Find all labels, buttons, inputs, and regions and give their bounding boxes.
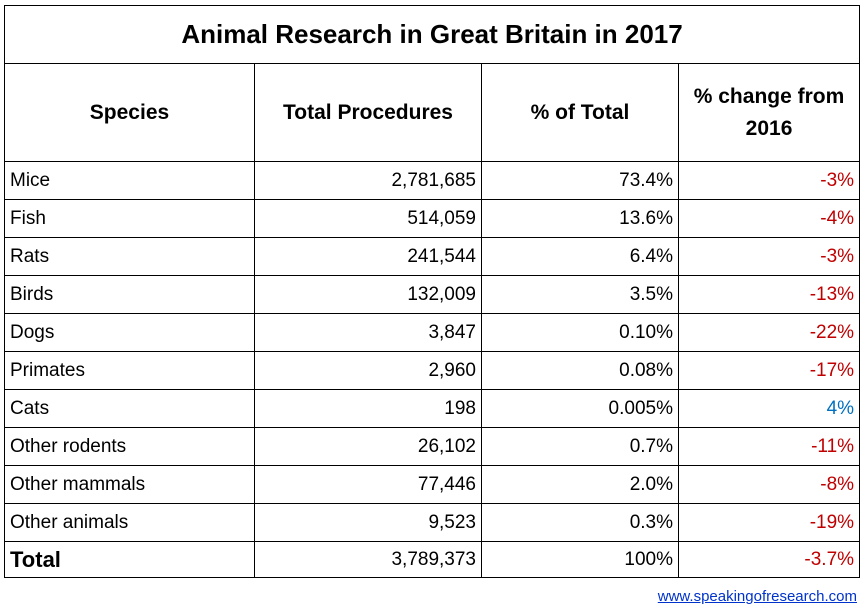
value-cell: 0.7% <box>481 427 679 466</box>
species-cell: Dogs <box>4 313 255 352</box>
value-cell: 26,102 <box>254 427 482 466</box>
value-cell: 514,059 <box>254 199 482 238</box>
value-cell: 9,523 <box>254 503 482 542</box>
value-cell: 132,009 <box>254 275 482 314</box>
value-cell: -22% <box>677 313 861 352</box>
header-row: Species Total Procedures% of Total% chang… <box>4 63 861 162</box>
value-cell: 6.4% <box>481 237 679 276</box>
value-cell: 4% <box>677 389 861 428</box>
table-row: Other rodents 26,102 0.7% -11% <box>4 427 861 466</box>
table-title: Animal Research in Great Britain in 2017 <box>3 5 861 64</box>
species-cell: Primates <box>4 351 255 390</box>
value-cell: 0.08% <box>481 351 679 390</box>
value-cell: 198 <box>254 389 482 428</box>
table-row: Dogs 3,847 0.10% -22% <box>4 313 861 352</box>
header-cell: % change from 2016 <box>677 63 861 162</box>
table-row: Primates 2,960 0.08% -17% <box>4 351 861 390</box>
value-cell: 3,789,373 <box>254 541 482 578</box>
value-cell: 2,960 <box>254 351 482 390</box>
value-cell: 3.5% <box>481 275 679 314</box>
header-cell: Total Procedures <box>254 63 482 162</box>
value-cell: 2,781,685 <box>254 161 482 200</box>
table-row: Birds 132,009 3.5% -13% <box>4 275 861 314</box>
source-link[interactable]: www.speakingofresearch.com <box>657 588 857 605</box>
value-cell: 3,847 <box>254 313 482 352</box>
table-row: Cats 198 0.005% 4% <box>4 389 861 428</box>
value-cell: 13.6% <box>481 199 679 238</box>
value-cell: -8% <box>677 465 861 504</box>
value-cell: -19% <box>677 503 861 542</box>
value-cell: -11% <box>677 427 861 466</box>
table-row: Other mammals 77,446 2.0% -8% <box>4 465 861 504</box>
data-table: Animal Research in Great Britain in 2017… <box>3 5 861 578</box>
table-row: Mice 2,781,685 73.4% -3% <box>4 161 861 200</box>
total-row: Total 3,789,373 100% -3.7% <box>4 541 861 578</box>
species-cell: Total <box>4 541 255 578</box>
species-cell: Cats <box>4 389 255 428</box>
table-body: Animal Research in Great Britain in 2017… <box>3 5 861 578</box>
species-cell: Fish <box>4 199 255 238</box>
value-cell: 100% <box>481 541 679 578</box>
species-cell: Other rodents <box>4 427 255 466</box>
value-cell: -13% <box>677 275 861 314</box>
species-cell: Other mammals <box>4 465 255 504</box>
header-cell: Species <box>4 63 255 162</box>
table-row: Rats 241,544 6.4% -3% <box>4 237 861 276</box>
value-cell: 0.10% <box>481 313 679 352</box>
value-cell: -3.7% <box>677 541 861 578</box>
value-cell: 2.0% <box>481 465 679 504</box>
value-cell: 77,446 <box>254 465 482 504</box>
value-cell: 241,544 <box>254 237 482 276</box>
title-row: Animal Research in Great Britain in 2017 <box>3 5 861 64</box>
species-cell: Rats <box>4 237 255 276</box>
species-cell: Other animals <box>4 503 255 542</box>
value-cell: 73.4% <box>481 161 679 200</box>
table-row: Fish 514,059 13.6% -4% <box>4 199 861 238</box>
value-cell: -3% <box>677 237 861 276</box>
value-cell: -17% <box>677 351 861 390</box>
value-cell: 0.005% <box>481 389 679 428</box>
value-cell: -3% <box>677 161 861 200</box>
species-cell: Mice <box>4 161 255 200</box>
value-cell: 0.3% <box>481 503 679 542</box>
value-cell: -4% <box>677 199 861 238</box>
header-cell: % of Total <box>481 63 679 162</box>
species-cell: Birds <box>4 275 255 314</box>
table-row: Other animals 9,523 0.3% -19% <box>4 503 861 542</box>
